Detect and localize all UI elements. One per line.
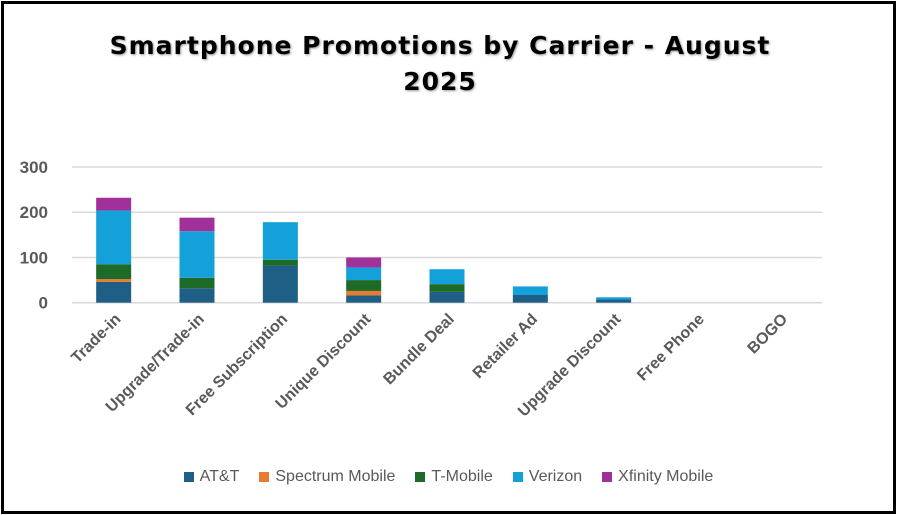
x-tick-label: BOGO [745,311,792,358]
bar-segment-at-t [512,295,548,303]
chart-title: Smartphone Promotions by Carrier - Augus… [109,31,771,96]
bar-segment-verizon [179,231,215,278]
legend-label: AT&T [199,468,240,485]
legend-item: Verizon [512,468,583,486]
bar-segment-at-t [179,288,215,303]
x-tick-label: Retailer Ad [470,311,541,382]
bar-segment-at-t [96,281,132,303]
y-tick-label: 200 [20,203,48,222]
bar-segment-verizon [346,267,382,281]
bar-segment-spectrum-mobile [96,279,132,282]
bar-segment-t-mobile [429,284,465,292]
bar-segment-verizon [96,210,132,265]
bar-segment-xfinity-mobile [179,217,215,232]
legend-label: Verizon [528,468,583,485]
bar-segment-at-t [346,295,382,303]
bar-segment-t-mobile [346,280,382,291]
legend-item: AT&T [183,468,240,486]
bar-segment-t-mobile [96,264,132,280]
legend-swatch [602,472,613,482]
bar-segment-verizon [512,286,548,296]
bar-segment-t-mobile [179,277,215,289]
y-tick-label: 0 [39,294,48,313]
legend-label: Xfinity Mobile [618,468,714,485]
bar-segment-xfinity-mobile [346,257,382,268]
x-tick-label: Free Phone [634,311,708,385]
x-tick-label: Bundle Deal [380,311,457,388]
bar-segment-verizon [596,297,632,300]
bar-segment-at-t [429,291,465,303]
legend-swatch [259,472,270,482]
bar-segment-verizon [429,269,465,285]
legend-swatch [512,472,523,482]
bar-segment-at-t [596,299,632,303]
legend-item: T-Mobile [415,468,493,486]
legend: AT&T Spectrum Mobile T-Mobile Verizon Xfinit… [0,468,897,486]
bar-segment-xfinity-mobile [96,197,132,211]
legend-item: Xfinity Mobile [602,468,713,486]
legend-label: T-Mobile [431,468,493,485]
bar-segment-spectrum-mobile [346,290,382,296]
y-tick-label: 100 [20,248,48,267]
x-tick-label: Trade-in [68,311,124,367]
bar-segment-at-t [262,265,298,303]
y-tick-label: 300 [20,158,48,177]
legend-swatch [183,472,194,482]
bar-segment-t-mobile [262,259,298,266]
legend-swatch [415,472,426,482]
legend-item: Spectrum Mobile [259,468,395,486]
legend-label: Spectrum Mobile [275,468,396,485]
bar-segment-verizon [262,222,298,260]
